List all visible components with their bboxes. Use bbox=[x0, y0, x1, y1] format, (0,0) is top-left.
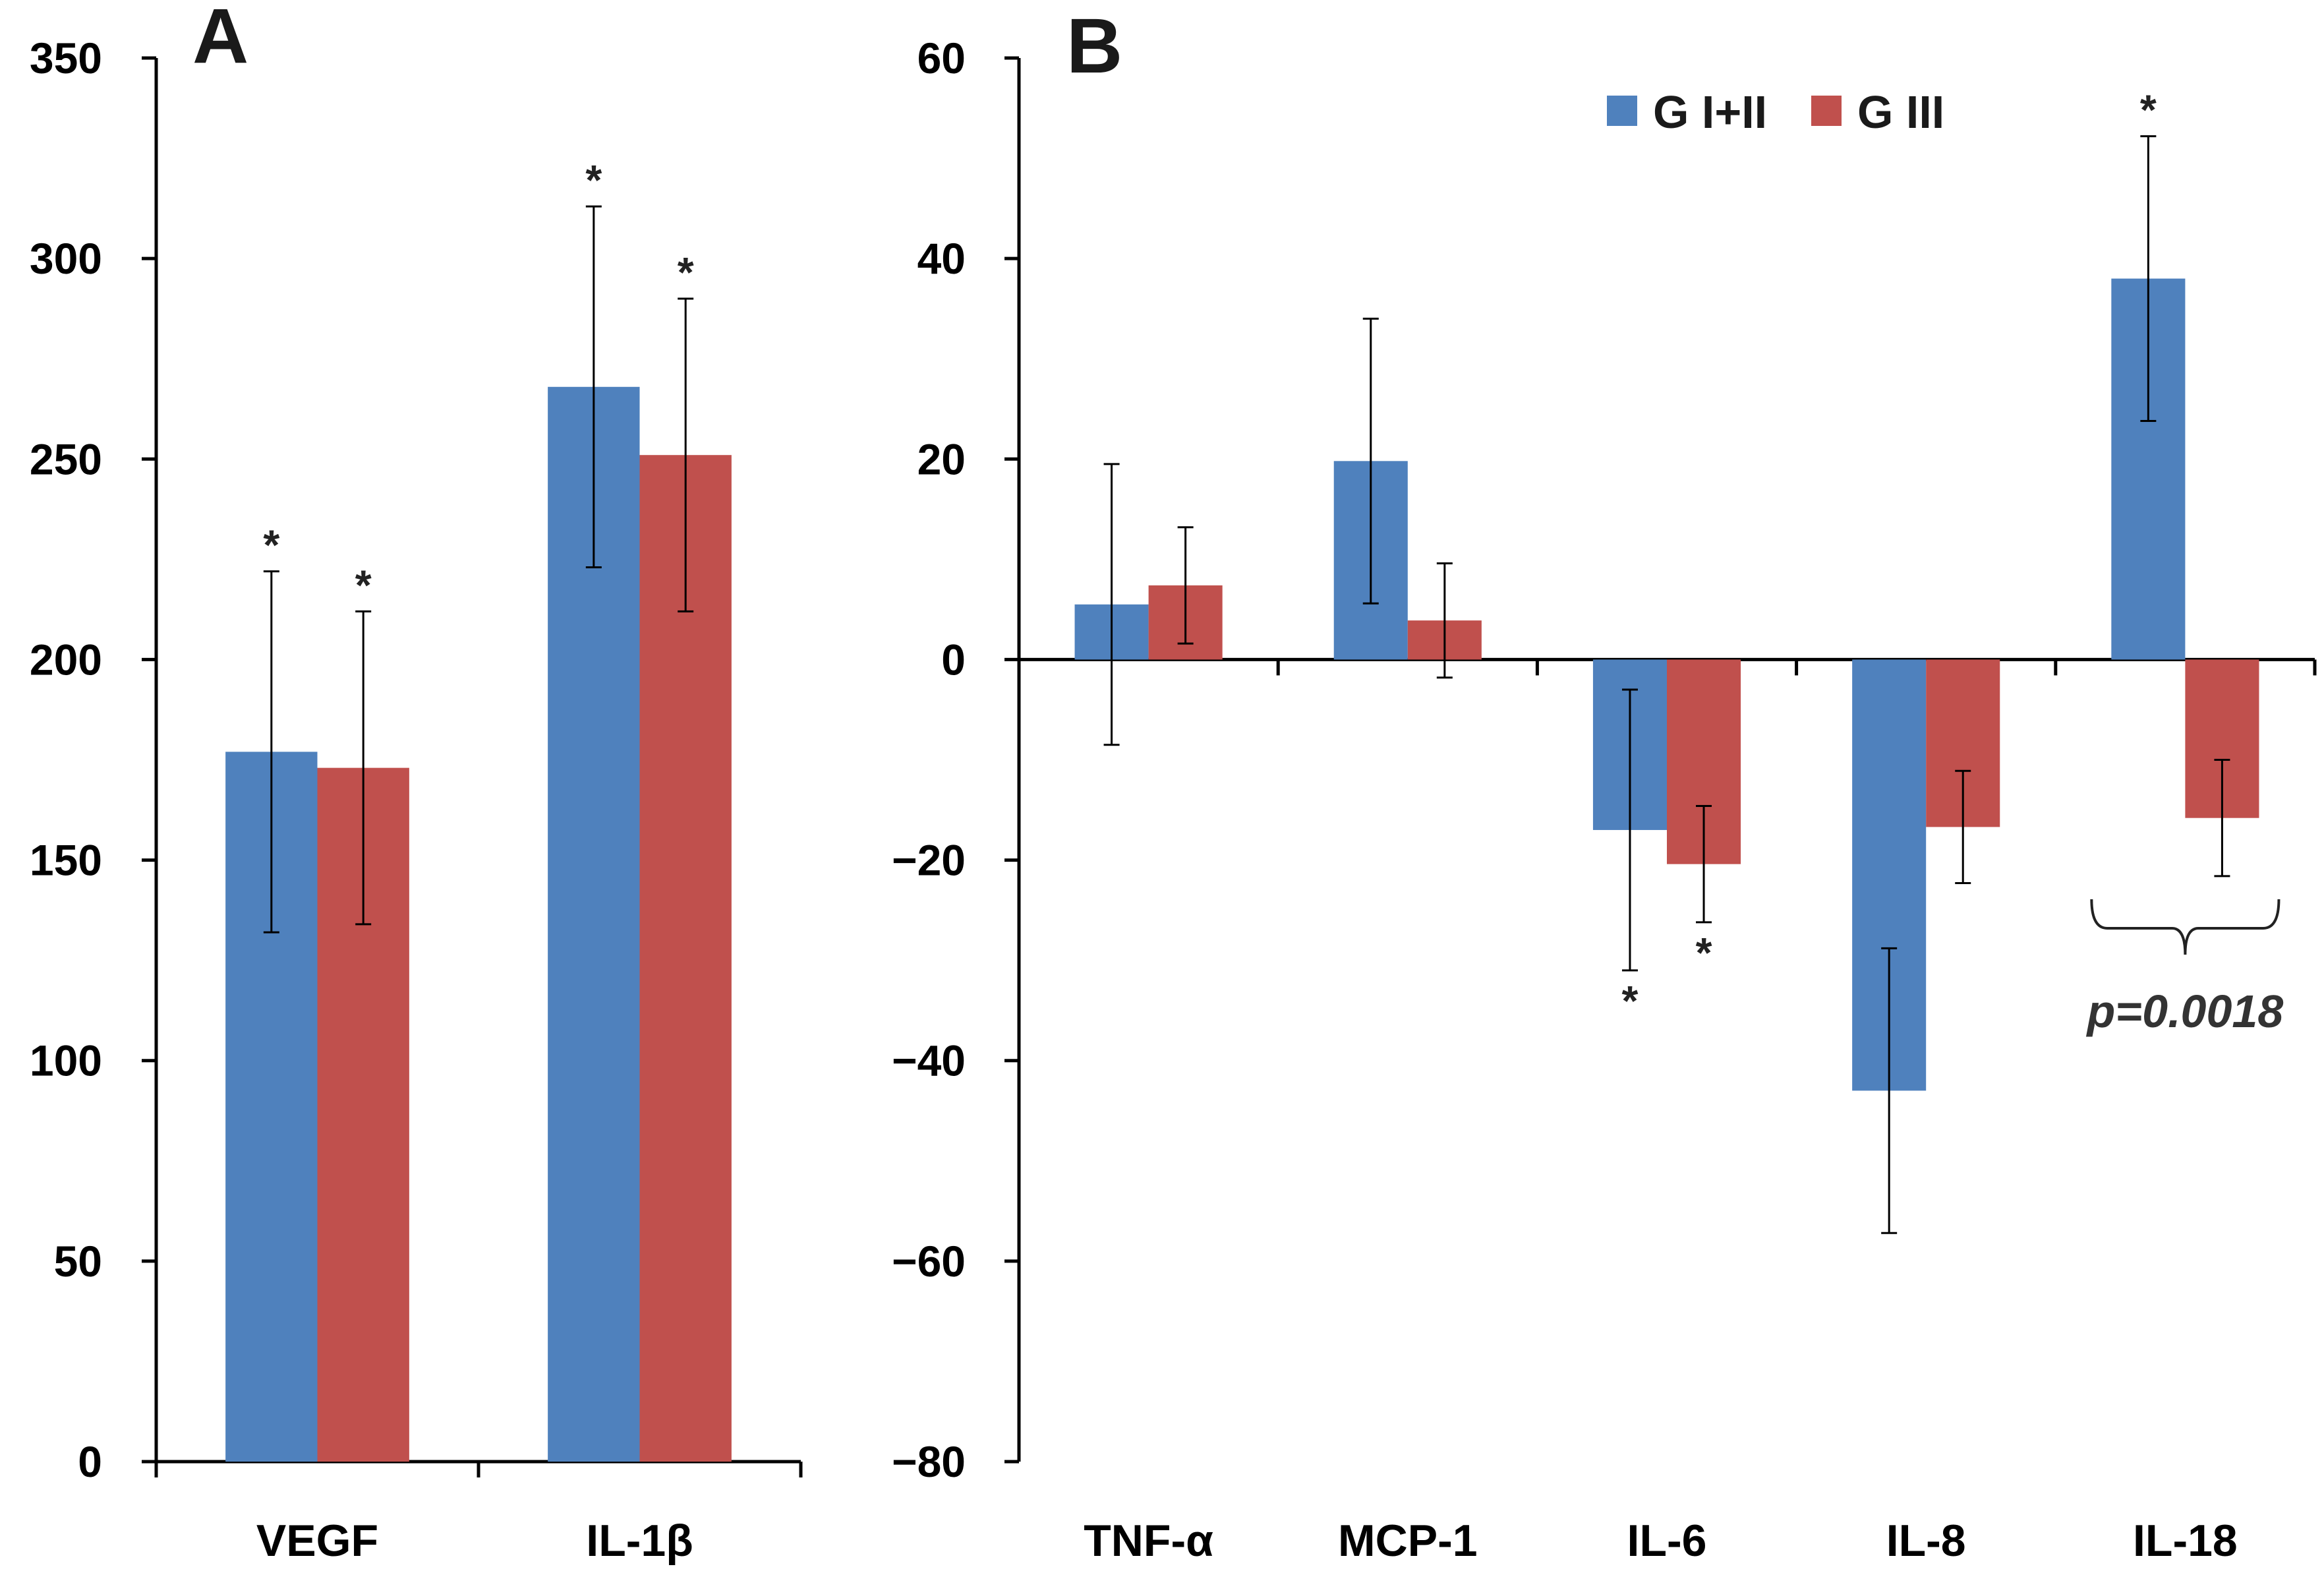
x-tick-label-il-6: IL-6 bbox=[1627, 1516, 1707, 1566]
legend: G I+II G III bbox=[1607, 86, 1944, 138]
panel-a-letter: A bbox=[192, 0, 248, 80]
y-tick-label: 250 bbox=[30, 434, 102, 483]
y-tick-label: −40 bbox=[892, 1036, 966, 1085]
significance-star: * bbox=[1696, 929, 1712, 976]
y-tick-label: 200 bbox=[30, 635, 102, 684]
panel-a: 0 50 100 150 200 250 300 350 * * VEGF * * IL-1β bbox=[30, 34, 803, 1566]
legend-label-g3: G III bbox=[1857, 86, 1944, 138]
y-tick-label: 350 bbox=[30, 34, 102, 82]
significance-star: * bbox=[355, 561, 372, 609]
significance-star: * bbox=[2140, 86, 2157, 134]
y-tick-label: 300 bbox=[30, 234, 102, 283]
significance-star: * bbox=[585, 156, 602, 204]
y-tick-label: 100 bbox=[30, 1036, 102, 1085]
p-value-label: p=0.0018 bbox=[2086, 986, 2284, 1037]
legend-swatch-g12 bbox=[1607, 96, 1637, 126]
y-tick-label: 0 bbox=[941, 635, 966, 684]
p-value-bracket bbox=[2090, 899, 2280, 955]
x-tick-label-tnf: TNF-α bbox=[1084, 1516, 1213, 1566]
y-tick-label: 50 bbox=[54, 1237, 102, 1286]
x-tick-label-mcp-1: MCP-1 bbox=[1338, 1516, 1478, 1566]
y-tick-label: 20 bbox=[917, 434, 966, 483]
y-tick-label: 0 bbox=[78, 1437, 102, 1486]
panel-b: −80 −60 −40 −20 0 20 40 60 TNF-α MCP-1 * * IL-6 IL-8 *… bbox=[892, 34, 2317, 1566]
y-tick-label: −60 bbox=[892, 1237, 966, 1286]
significance-star: * bbox=[263, 521, 279, 569]
y-tick-label: −80 bbox=[892, 1437, 966, 1486]
y-tick-label: 150 bbox=[30, 836, 102, 885]
legend-label-g12: G I+II bbox=[1653, 86, 1767, 138]
x-tick-label-il-18: IL-18 bbox=[2133, 1516, 2238, 1566]
y-tick-label: 40 bbox=[917, 234, 966, 283]
bar-g-iii-il-1 bbox=[639, 455, 732, 1462]
legend-swatch-g3 bbox=[1811, 96, 1842, 126]
x-tick-label-il-1: IL-1β bbox=[586, 1516, 693, 1566]
x-tick-label-il-8: IL-8 bbox=[1886, 1516, 1966, 1566]
significance-star: * bbox=[678, 249, 694, 296]
significance-star: * bbox=[1622, 977, 1639, 1025]
panel-b-letter: B bbox=[1066, 3, 1122, 90]
y-tick-label: −20 bbox=[892, 836, 966, 885]
x-tick-label-vegf: VEGF bbox=[256, 1516, 378, 1566]
y-tick-label: 60 bbox=[917, 34, 966, 82]
